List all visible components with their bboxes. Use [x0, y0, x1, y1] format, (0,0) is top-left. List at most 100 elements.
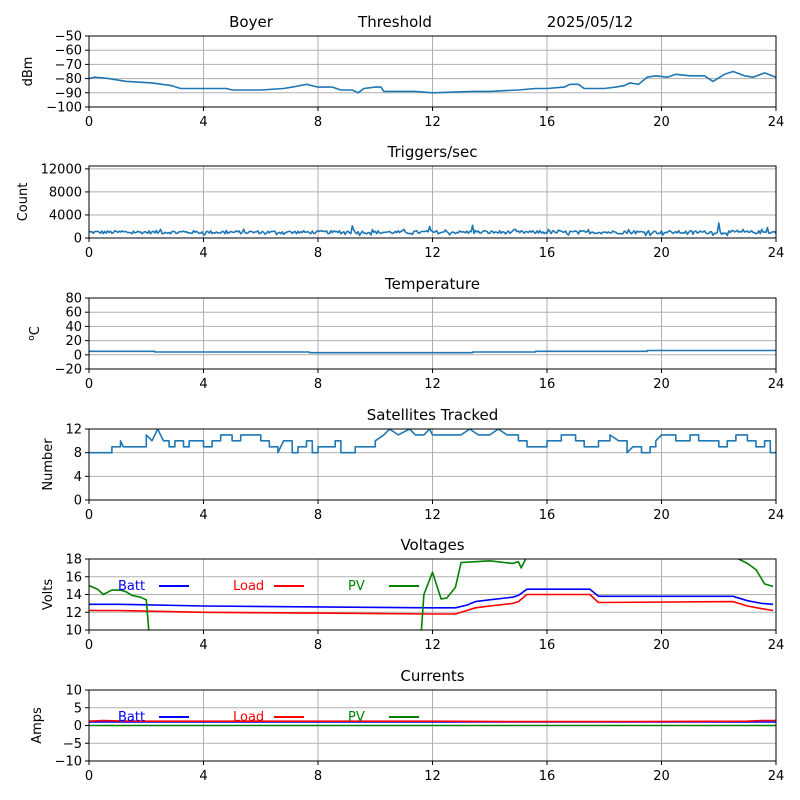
series-line-load: [89, 719, 776, 723]
x-tick-label: 16: [539, 508, 556, 523]
legend-label-pv: PV: [348, 710, 365, 725]
x-tick-label: 0: [85, 769, 93, 784]
panel-voltages: 0 4 8 12 16 20 24 10 12 14 16 18 Voltages Volts Batt Lo…: [41, 536, 784, 653]
y-tick-label: 10: [65, 624, 82, 639]
header-date: 2025/05/12: [547, 13, 633, 31]
x-tick-label: 4: [199, 508, 207, 523]
panel-title: Voltages: [400, 536, 464, 554]
y-tick-label: 4: [74, 470, 82, 485]
y-tick-label: −80: [55, 72, 82, 87]
y-tick-label: −100: [46, 101, 82, 116]
x-tick-label: 20: [653, 377, 670, 392]
y-axis-label: Volts: [41, 579, 56, 611]
y-tick-label: 16: [65, 570, 82, 585]
x-tick-label: 20: [653, 638, 670, 653]
panel-triggers: 0 4 8 12 16 20 24 0 4000 8000 12000 Triggers/sec Cou…: [16, 143, 784, 261]
y-axis-label-sup: o: [27, 335, 37, 341]
series-group: [89, 429, 776, 454]
x-tick-label: 16: [539, 377, 556, 392]
x-tick-label: 16: [539, 638, 556, 653]
series-group: [89, 222, 776, 237]
y-tick-label: 12000: [41, 162, 82, 177]
panel-title: Temperature: [384, 275, 480, 293]
x-tick-label: 0: [85, 246, 93, 261]
y-tick-label: 0: [74, 348, 82, 363]
x-tick-label: 4: [199, 115, 207, 130]
legend-label-batt: Batt: [118, 579, 145, 594]
y-axis-label: Count: [16, 183, 31, 222]
panel-title: Currents: [400, 667, 464, 685]
x-tick-label: 20: [653, 508, 670, 523]
series-line-triggers: [89, 222, 776, 237]
y-tick-label: 60: [65, 306, 82, 321]
series-group: [89, 719, 776, 727]
y-tick-label: 12: [65, 606, 82, 621]
y-tick-label: 0: [74, 494, 82, 509]
y-tick-label: −50: [55, 30, 82, 45]
y-tick-label: 20: [65, 334, 82, 349]
legend-label-load: Load: [233, 579, 264, 594]
y-tick-label: 4000: [49, 208, 82, 223]
y-tick-label: 0: [74, 232, 82, 247]
x-tick-label: 12: [424, 115, 441, 130]
x-tick-label: 12: [424, 246, 441, 261]
y-tick-label: 5: [74, 701, 82, 716]
y-tick-label: 14: [65, 588, 82, 603]
x-tick-label: 8: [314, 246, 322, 261]
series-line-satellites: [89, 429, 776, 454]
y-tick-label: −20: [55, 363, 82, 378]
series-group: [89, 559, 774, 630]
y-axis-label: dBm: [21, 57, 36, 87]
x-tick-label: 24: [768, 246, 785, 261]
x-tick-label: 20: [653, 246, 670, 261]
x-tick-label: 0: [85, 508, 93, 523]
x-tick-label: 20: [653, 115, 670, 130]
x-tick-label: 0: [85, 115, 93, 130]
x-tick-label: 8: [314, 638, 322, 653]
x-tick-label: 12: [424, 638, 441, 653]
y-tick-label: 12: [65, 423, 82, 438]
legend-label-pv: PV: [348, 579, 365, 594]
x-tick-label: 4: [199, 769, 207, 784]
series-line-pv: [89, 559, 774, 630]
x-tick-label: 12: [424, 377, 441, 392]
y-tick-label: −70: [55, 58, 82, 73]
y-axis-label: Amps: [30, 707, 45, 744]
y-tick-label: 8000: [49, 185, 82, 200]
header-plot: Threshold: [357, 13, 432, 31]
x-tick-label: 24: [768, 769, 785, 784]
x-tick-label: 8: [314, 769, 322, 784]
series-line-threshold: [89, 70, 776, 94]
series-line-load: [89, 593, 774, 615]
y-tick-label: 18: [65, 553, 82, 568]
x-tick-label: 8: [314, 377, 322, 392]
series-group: [89, 349, 776, 354]
header-station: Boyer: [229, 13, 274, 31]
panel-title: Triggers/sec: [387, 143, 478, 161]
y-tick-label: 40: [65, 320, 82, 335]
x-tick-label: 16: [539, 769, 556, 784]
x-tick-label: 24: [768, 638, 785, 653]
panel-title: Satellites Tracked: [367, 406, 498, 424]
series-line-batt: [89, 588, 774, 609]
x-tick-label: 24: [768, 377, 785, 392]
series-line-temperature: [89, 349, 776, 354]
x-tick-label: 12: [424, 769, 441, 784]
x-tick-label: 24: [768, 508, 785, 523]
panel-threshold: 0 4 8 12 16 20 24 −100−90−80−70−60−50 dBm: [21, 30, 784, 131]
x-tick-label: 12: [424, 508, 441, 523]
x-tick-label: 4: [199, 246, 207, 261]
y-axis-label: Number: [41, 438, 56, 491]
legend-label-batt: Batt: [118, 710, 145, 725]
x-tick-label: 4: [199, 638, 207, 653]
x-tick-label: 8: [314, 115, 322, 130]
x-tick-label: 0: [85, 638, 93, 653]
x-tick-label: 4: [199, 377, 207, 392]
panel-currents: 0 4 8 12 16 20 24 −10 −5 0 5 10 Currents Amps Batt Load…: [30, 667, 784, 784]
y-tick-label: 10: [65, 684, 82, 699]
y-tick-label: 8: [74, 446, 82, 461]
x-tick-label: 20: [653, 769, 670, 784]
series-group: [89, 70, 776, 94]
